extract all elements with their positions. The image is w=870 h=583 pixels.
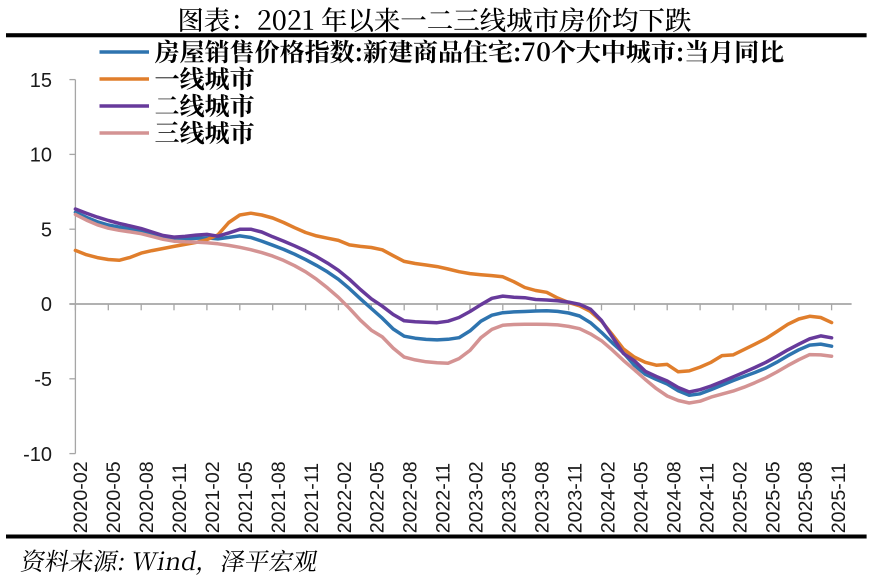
- svg-text:2021-11: 2021-11: [301, 463, 323, 533]
- svg-text:2022-05: 2022-05: [367, 461, 389, 533]
- svg-text:2021-02: 2021-02: [202, 461, 224, 533]
- svg-text:-5: -5: [34, 369, 52, 391]
- svg-text:2024-02: 2024-02: [598, 461, 620, 533]
- svg-text:0: 0: [41, 294, 52, 316]
- svg-text:2025-08: 2025-08: [795, 461, 817, 533]
- svg-text:2023-05: 2023-05: [499, 461, 521, 533]
- svg-text:2023-11: 2023-11: [565, 463, 587, 533]
- svg-text:2023-08: 2023-08: [532, 461, 554, 533]
- svg-text:2024-11: 2024-11: [696, 463, 718, 533]
- svg-text:-10: -10: [23, 444, 52, 466]
- svg-text:2024-05: 2024-05: [630, 461, 652, 533]
- svg-text:10: 10: [30, 145, 52, 167]
- svg-text:2025-11: 2025-11: [828, 463, 850, 533]
- svg-text:2020-08: 2020-08: [136, 461, 158, 533]
- svg-text:2021-08: 2021-08: [268, 461, 290, 533]
- svg-text:2023-02: 2023-02: [466, 461, 488, 533]
- svg-text:2020-02: 2020-02: [70, 461, 92, 533]
- svg-text:2025-02: 2025-02: [729, 461, 751, 533]
- svg-text:2024-08: 2024-08: [663, 461, 685, 533]
- svg-text:2022-02: 2022-02: [334, 461, 356, 533]
- svg-text:2020-11: 2020-11: [169, 463, 191, 533]
- svg-text:5: 5: [41, 219, 52, 241]
- svg-text:15: 15: [30, 70, 52, 92]
- svg-text:2021-05: 2021-05: [235, 461, 257, 533]
- svg-text:2022-08: 2022-08: [400, 461, 422, 533]
- svg-text:2025-05: 2025-05: [762, 461, 784, 533]
- svg-text:2020-05: 2020-05: [103, 461, 125, 533]
- svg-text:2022-11: 2022-11: [433, 463, 455, 533]
